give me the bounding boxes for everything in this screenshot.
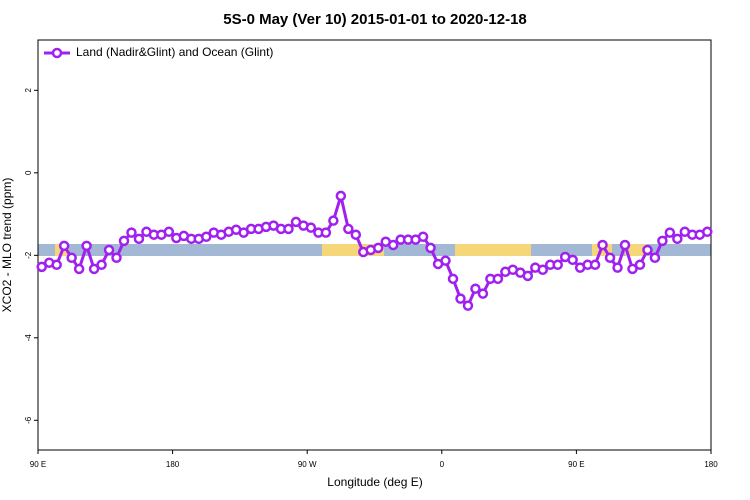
data-point: [672, 233, 683, 245]
data-point: [425, 242, 436, 254]
data-point: [328, 215, 339, 226]
data-point: [522, 270, 534, 282]
data-point: [455, 293, 466, 304]
chart-title: 5S-0 May (Ver 10) 2015-01-01 to 2020-12-…: [223, 11, 527, 28]
data-point: [634, 259, 646, 271]
y-tick-label: 2: [24, 88, 33, 93]
y-tick-label: -4: [24, 334, 33, 342]
x-tick-label: 90 E: [30, 460, 46, 469]
data-point: [462, 300, 474, 311]
data-point: [163, 226, 175, 238]
data-point: [649, 252, 661, 264]
data-point: [305, 222, 317, 233]
data-point: [642, 244, 653, 256]
data-point: [283, 223, 294, 235]
data-point: [440, 255, 451, 266]
data-point: [627, 263, 638, 275]
data-point: [111, 252, 122, 264]
y-tick-label: 0: [24, 170, 33, 175]
data-point: [320, 227, 332, 238]
data-point: [492, 273, 504, 285]
data-point: [103, 244, 115, 256]
data-point: [126, 227, 137, 238]
data-point: [51, 259, 62, 271]
x-tick-label: 0: [440, 460, 445, 469]
data-point: [201, 231, 212, 243]
data-point: [133, 233, 145, 245]
data-point: [657, 235, 668, 247]
land-band: [625, 244, 647, 256]
land-band: [455, 244, 531, 256]
legend-marker: [51, 47, 63, 59]
y-tick-label: -2: [24, 251, 33, 259]
data-point: [552, 259, 563, 271]
x-axis-label: Longitude (deg E): [327, 475, 422, 489]
y-tick-label: -6: [24, 416, 33, 424]
data-point: [537, 264, 548, 275]
y-axis-label: XCO2 - MLO trend (ppm): [0, 178, 14, 313]
data-point: [470, 283, 481, 294]
data-point: [36, 261, 47, 273]
data-point: [66, 252, 77, 264]
plot-frame: [37, 39, 712, 451]
data-point: [702, 226, 713, 238]
data-point: [417, 231, 429, 243]
data-point: [372, 242, 384, 254]
data-point: [619, 239, 631, 251]
x-tick-label: 180: [704, 460, 718, 469]
data-point: [73, 263, 85, 275]
data-point: [477, 288, 489, 299]
data-point: [387, 239, 399, 251]
data-point: [335, 190, 347, 202]
data-point: [118, 235, 130, 247]
legend-label: Land (Nadir&Glint) and Ocean (Glint): [76, 45, 273, 59]
data-point: [589, 259, 601, 271]
data-point: [88, 263, 100, 275]
x-tick-label: 180: [166, 460, 180, 469]
data-point: [604, 252, 616, 264]
data-point: [597, 239, 608, 251]
data-point: [664, 227, 676, 238]
data-point: [567, 254, 578, 266]
data-point: [96, 259, 107, 271]
data-point: [447, 273, 459, 285]
data-point: [58, 240, 70, 252]
data-point: [81, 240, 92, 252]
data-point: [343, 223, 354, 235]
x-tick-label: 90 E: [568, 460, 584, 469]
data-point: [612, 262, 623, 273]
data-point: [350, 229, 362, 240]
x-tick-label: 90 W: [298, 460, 317, 469]
